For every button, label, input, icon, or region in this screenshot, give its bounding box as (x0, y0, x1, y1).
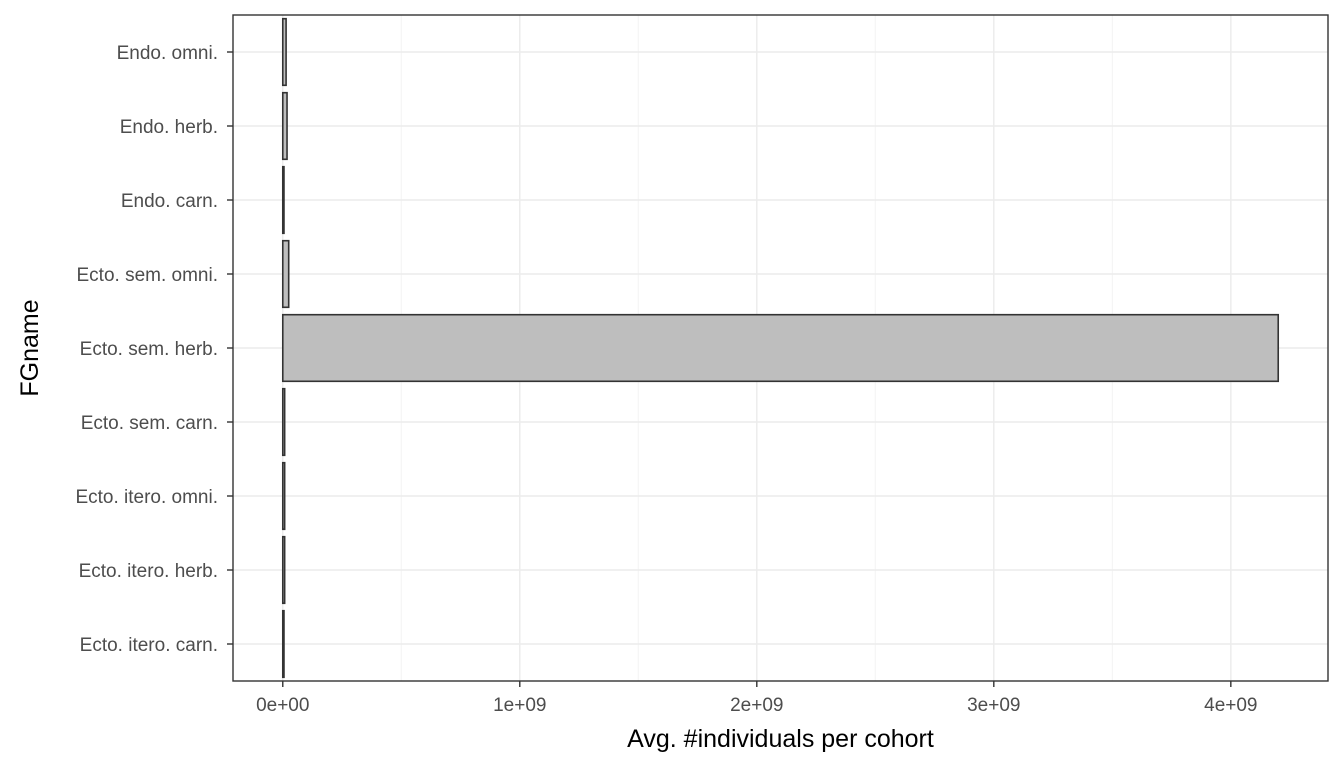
bar (281, 313, 1280, 383)
bar (281, 239, 290, 309)
bar (281, 17, 287, 87)
bars (281, 17, 1280, 679)
x-tick-label: 1e+09 (493, 695, 546, 716)
x-axis: 0e+00 1e+09 2e+09 3e+09 4e+09 (256, 681, 1258, 716)
y-tick-label: Endo. omni. (117, 43, 218, 64)
x-tick-label: 3e+09 (967, 695, 1020, 716)
bar (281, 387, 286, 457)
y-tick-label: Endo. carn. (121, 191, 218, 212)
y-tick-label: Ecto. itero. omni. (75, 487, 218, 508)
bar (281, 535, 286, 605)
y-axis-title: FGname (16, 299, 44, 396)
bar (281, 461, 286, 531)
bar (281, 91, 288, 161)
bar (281, 165, 285, 235)
y-tick-label: Ecto. sem. carn. (81, 413, 218, 434)
y-tick-label: Ecto. itero. carn. (80, 635, 218, 656)
x-tick-label: 2e+09 (730, 695, 783, 716)
x-axis-title: Avg. #individuals per cohort (627, 725, 934, 753)
y-tick-label: Ecto. itero. herb. (79, 561, 218, 582)
y-axis: Ecto. itero. carn. Ecto. itero. herb. Ecto… (75, 43, 233, 656)
y-tick-label: Endo. herb. (120, 117, 218, 138)
y-tick-label: Ecto. sem. omni. (77, 265, 219, 286)
x-tick-label: 0e+00 (256, 695, 309, 716)
x-tick-label: 4e+09 (1204, 695, 1257, 716)
y-tick-label: Ecto. sem. herb. (80, 339, 218, 360)
bar (281, 609, 285, 679)
